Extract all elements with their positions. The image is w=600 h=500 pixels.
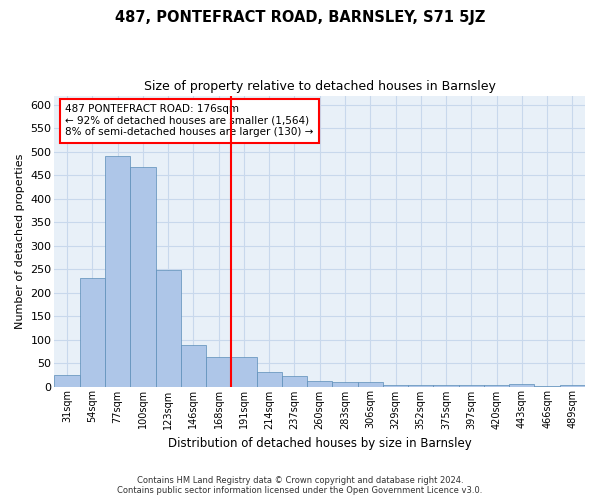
Bar [509, 384, 535, 386]
Bar [433, 385, 458, 386]
Bar [257, 372, 282, 386]
Text: 487 PONTEFRACT ROAD: 176sqm
← 92% of detached houses are smaller (1,564)
8% of s: 487 PONTEFRACT ROAD: 176sqm ← 92% of det… [65, 104, 313, 138]
Bar [232, 358, 257, 386]
Bar [130, 167, 155, 386]
Bar [282, 376, 307, 386]
Bar [560, 384, 585, 386]
X-axis label: Distribution of detached houses by size in Barnsley: Distribution of detached houses by size … [168, 437, 472, 450]
Bar [358, 382, 383, 386]
Text: 487, PONTEFRACT ROAD, BARNSLEY, S71 5JZ: 487, PONTEFRACT ROAD, BARNSLEY, S71 5JZ [115, 10, 485, 25]
Bar [206, 358, 232, 386]
Bar [458, 385, 484, 386]
Bar [307, 381, 332, 386]
Bar [383, 384, 408, 386]
Text: Contains HM Land Registry data © Crown copyright and database right 2024.
Contai: Contains HM Land Registry data © Crown c… [118, 476, 482, 495]
Title: Size of property relative to detached houses in Barnsley: Size of property relative to detached ho… [144, 80, 496, 93]
Bar [105, 156, 130, 386]
Bar [408, 385, 433, 386]
Y-axis label: Number of detached properties: Number of detached properties [15, 154, 25, 328]
Bar [155, 270, 181, 386]
Bar [55, 375, 80, 386]
Bar [484, 385, 509, 386]
Bar [332, 382, 358, 386]
Bar [80, 278, 105, 386]
Bar [181, 345, 206, 387]
